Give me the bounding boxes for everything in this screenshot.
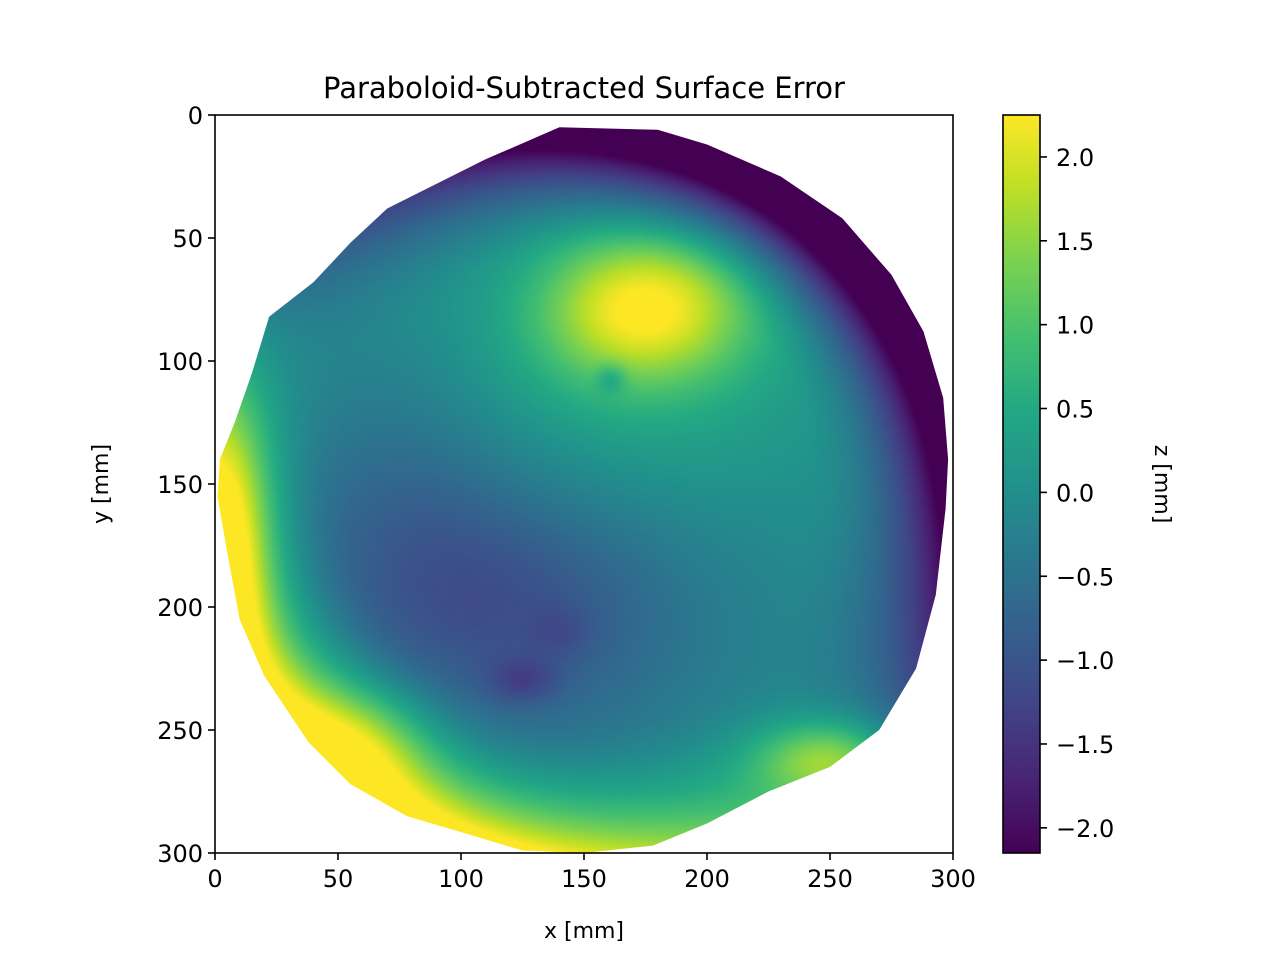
y-tick-label: 100 [157, 348, 203, 376]
colorbar-tick-label: −1.0 [1056, 647, 1114, 675]
x-tick-label: 0 [207, 865, 222, 893]
chart-title: Paraboloid-Subtracted Surface Error [323, 71, 845, 105]
y-tick-label: 300 [157, 840, 203, 868]
colorbar-tick-label: 0.0 [1056, 479, 1094, 507]
colorbar-frame [1002, 114, 1041, 854]
x-tick-label: 300 [930, 865, 976, 893]
x-tick-label: 50 [323, 865, 354, 893]
colorbar-label: z [mm] [1149, 445, 1174, 524]
y-axis-ticks: 0 50 100 150 200 250 300 [157, 102, 215, 868]
y-tick-label: 200 [157, 594, 203, 622]
y-tick-label: 50 [172, 225, 203, 253]
colorbar-tick-label: −1.5 [1056, 731, 1114, 759]
colorbar-tick-label: −2.0 [1056, 815, 1114, 843]
x-tick-label: 200 [684, 865, 730, 893]
colorbar-tick-label: 1.5 [1056, 228, 1094, 256]
colorbar-gradient [1003, 115, 1040, 853]
colorbar: −2.0 −1.5 −1.0 −0.5 0.0 0.5 1.0 1.5 2.0 z [mm] [1002, 114, 1174, 854]
x-tick-label: 150 [561, 865, 607, 893]
colorbar-tick-label: 1.0 [1056, 312, 1094, 340]
y-tick-label: 0 [188, 102, 203, 130]
x-tick-label: 250 [807, 865, 853, 893]
surface-heatmap [217, 127, 949, 853]
colorbar-tick-label: 2.0 [1056, 144, 1094, 172]
plot-area: 0 50 100 150 200 250 300 0 50 100 150 200 250 300 [157, 102, 976, 893]
colorbar-tick-label: −0.5 [1056, 563, 1114, 591]
x-axis-label: x [mm] [544, 919, 624, 944]
x-tick-label: 100 [438, 865, 484, 893]
y-tick-label: 250 [157, 717, 203, 745]
y-tick-label: 150 [157, 471, 203, 499]
colorbar-tick-label: 0.5 [1056, 396, 1094, 424]
y-axis-label: y [mm] [89, 444, 114, 524]
colorbar-ticks: −2.0 −1.5 −1.0 −0.5 0.0 0.5 1.0 1.5 2.0 [1040, 144, 1114, 843]
x-axis-ticks: 0 50 100 150 200 250 300 [207, 853, 976, 893]
